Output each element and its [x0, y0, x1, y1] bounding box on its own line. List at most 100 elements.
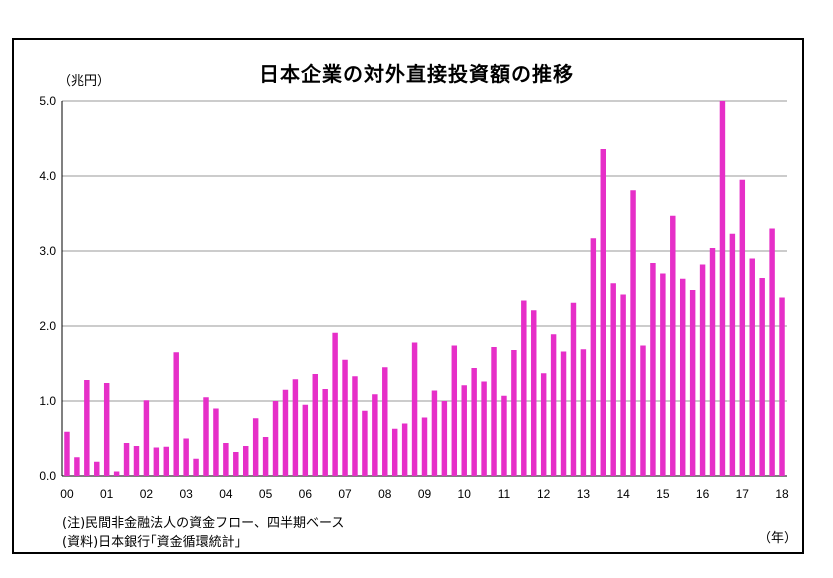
bar — [223, 443, 229, 476]
bar — [213, 408, 219, 476]
y-axis-unit-label: （兆円） — [58, 74, 111, 89]
bar — [491, 347, 497, 476]
bar — [302, 404, 309, 476]
bar — [531, 310, 537, 476]
bar — [74, 457, 80, 476]
bar — [749, 258, 755, 476]
footnote-note: (注)民間非金融法人の資金フロー、四半期ベース — [62, 516, 345, 531]
bar — [689, 290, 696, 476]
bar — [451, 345, 458, 476]
bar — [501, 395, 507, 476]
x-tick-label: 01 — [100, 487, 114, 501]
bar — [94, 461, 100, 476]
footnote-source: (資料)日本銀行｢資金循環統計｣ — [62, 535, 242, 550]
bar — [759, 278, 765, 476]
bar — [322, 389, 328, 476]
bar — [511, 350, 517, 476]
x-tick-label: 14 — [616, 487, 630, 501]
x-tick-label: 07 — [338, 487, 352, 501]
bar — [709, 248, 716, 476]
bar — [272, 401, 279, 476]
bar — [739, 179, 746, 476]
y-tick-label: 2.0 — [39, 319, 56, 333]
bar — [153, 447, 160, 476]
bar — [252, 418, 259, 476]
bar — [391, 428, 398, 476]
bar — [699, 264, 706, 476]
bar — [312, 374, 318, 476]
bar — [332, 332, 338, 476]
bar — [133, 446, 140, 476]
x-tick-label: 12 — [537, 487, 551, 501]
x-tick-label: 04 — [219, 487, 233, 501]
bar — [243, 446, 249, 476]
x-tick-label: 18 — [775, 487, 789, 501]
x-tick-label: 13 — [577, 487, 591, 501]
bar — [461, 385, 467, 476]
bar — [610, 283, 616, 476]
bar — [590, 238, 597, 476]
bar — [471, 368, 477, 476]
x-tick-label: 17 — [736, 487, 750, 501]
x-tick-label: 03 — [179, 487, 193, 501]
bar — [769, 228, 775, 476]
bar — [103, 383, 110, 476]
bar — [411, 342, 418, 476]
bar — [540, 373, 547, 476]
bar — [382, 367, 388, 476]
bar — [84, 380, 90, 476]
bar — [600, 149, 606, 476]
x-tick-label: 11 — [498, 487, 511, 501]
bar — [352, 376, 358, 476]
bar — [580, 349, 587, 476]
x-tick-label: 00 — [60, 487, 74, 501]
bar — [193, 458, 199, 476]
bar — [679, 278, 686, 476]
bar — [729, 233, 736, 476]
bar — [560, 351, 567, 476]
bar — [183, 438, 189, 476]
x-tick-label: 08 — [378, 487, 392, 501]
bar — [262, 437, 269, 476]
y-tick-label: 1.0 — [39, 394, 56, 408]
bar — [521, 300, 527, 476]
bar — [143, 400, 150, 476]
bar — [113, 471, 120, 476]
y-tick-label: 3.0 — [39, 244, 56, 258]
bar — [282, 389, 289, 476]
bar — [620, 294, 626, 476]
bar — [550, 334, 557, 476]
bar — [401, 423, 408, 476]
x-tick-label: 06 — [299, 487, 313, 501]
bar — [342, 359, 348, 476]
y-tick-label: 5.0 — [39, 94, 56, 108]
y-tick-label: 4.0 — [39, 169, 56, 183]
bar — [570, 302, 577, 476]
y-tick-label: 0.0 — [39, 469, 56, 483]
bar — [660, 273, 666, 476]
bar — [640, 345, 646, 476]
bar — [123, 443, 130, 476]
bar — [421, 417, 428, 476]
x-tick-label: 09 — [418, 487, 432, 501]
bar — [779, 297, 785, 476]
bar — [441, 401, 448, 476]
bar — [163, 446, 170, 476]
x-tick-label: 16 — [696, 487, 710, 501]
bar — [292, 379, 299, 476]
bar — [233, 452, 239, 476]
bar — [372, 394, 378, 476]
x-tick-label: 05 — [259, 487, 273, 501]
x-tick-label: 02 — [140, 487, 154, 501]
x-axis-unit-label: （年） — [758, 531, 798, 546]
bar — [670, 215, 676, 476]
bar — [203, 397, 209, 476]
bar — [431, 390, 438, 476]
bar — [481, 381, 487, 476]
x-tick-label: 15 — [656, 487, 670, 501]
bar — [719, 101, 726, 476]
bar — [630, 190, 636, 476]
bar — [650, 263, 656, 476]
bar — [173, 352, 179, 476]
